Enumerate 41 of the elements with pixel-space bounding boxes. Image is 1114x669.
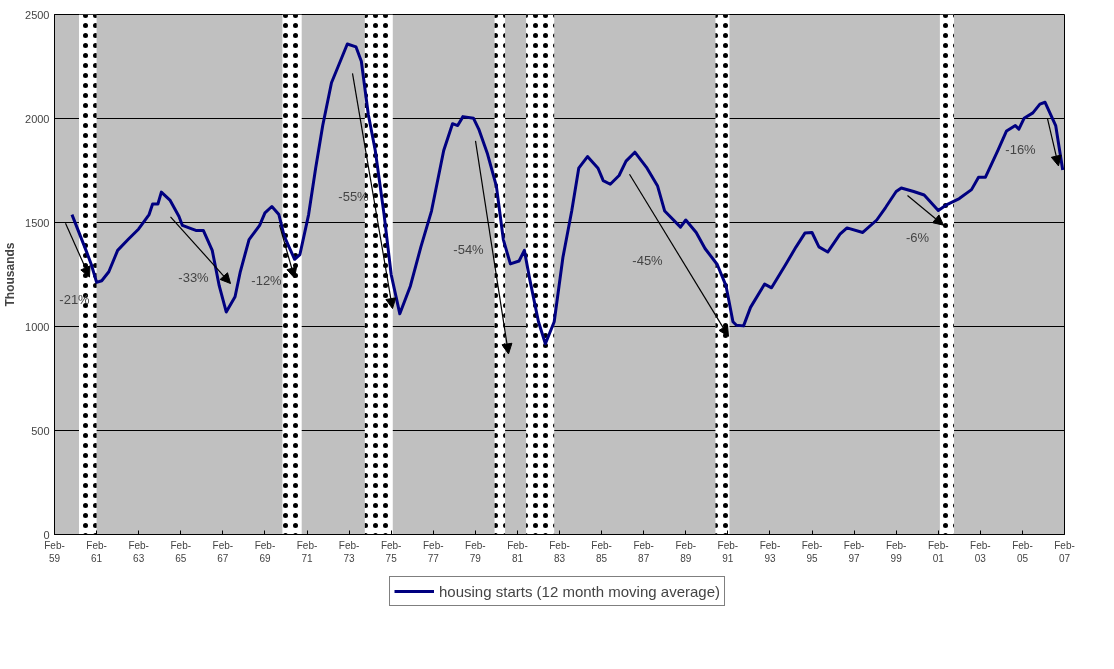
x-tick-label: Feb- 03 <box>970 539 991 564</box>
annotation: -45% <box>632 252 664 268</box>
x-tick-label: Feb- 89 <box>675 539 697 564</box>
annotation: -12% <box>251 273 283 289</box>
x-tick-label: Feb- 71 <box>296 539 318 564</box>
y-tick-label: 1500 <box>25 216 50 229</box>
x-tick-label: Feb- 77 <box>423 539 444 564</box>
annotation: -33% <box>178 269 210 285</box>
x-tick-label: Feb- 83 <box>549 539 570 564</box>
x-tick-label: Feb- 73 <box>338 539 360 564</box>
x-tick-label: Feb- 81 <box>507 539 528 564</box>
y-tick-label: 500 <box>31 424 50 437</box>
y-tick-label: 2000 <box>25 112 50 125</box>
y-axis-title: Thousands <box>3 242 18 307</box>
y-tick-label: 1000 <box>25 320 50 333</box>
x-tick-label: Feb- 61 <box>86 539 107 564</box>
x-tick-label: Feb- 87 <box>633 539 654 564</box>
x-tick-label: Feb- 99 <box>885 539 907 564</box>
x-tick-label: Feb- 59 <box>44 539 65 564</box>
y-tick-label: 0 <box>43 528 50 541</box>
x-tick-label: Feb- 07 <box>1054 539 1075 564</box>
x-tick-label: Feb- 05 <box>1012 539 1033 564</box>
x-tick-label: Feb- 91 <box>717 539 739 564</box>
legend-label: housing starts (12 month moving average) <box>439 582 720 600</box>
x-tick-label: Feb- 65 <box>170 539 192 564</box>
x-tick-label: Feb- 85 <box>591 539 612 564</box>
y-tick-label: 2500 <box>25 8 50 21</box>
x-tick-label: Feb- 79 <box>465 539 486 564</box>
annotation: -54% <box>453 241 485 257</box>
x-tick-label: Feb- 69 <box>254 539 276 564</box>
x-tick-label: Feb- 95 <box>801 539 823 564</box>
x-tick-label: Feb- 75 <box>380 539 402 564</box>
x-tick-label: Feb- 67 <box>212 539 234 564</box>
annotation: -6% <box>905 229 930 245</box>
annotation: -16% <box>1005 141 1037 157</box>
annotation: -55% <box>338 188 370 204</box>
x-tick-label: Feb- 97 <box>843 539 865 564</box>
x-tick-label: Feb- 01 <box>928 539 949 564</box>
x-tick-label: Feb- 63 <box>128 539 149 564</box>
x-tick-label: Feb- 93 <box>759 539 781 564</box>
annotation: -21% <box>59 291 91 307</box>
